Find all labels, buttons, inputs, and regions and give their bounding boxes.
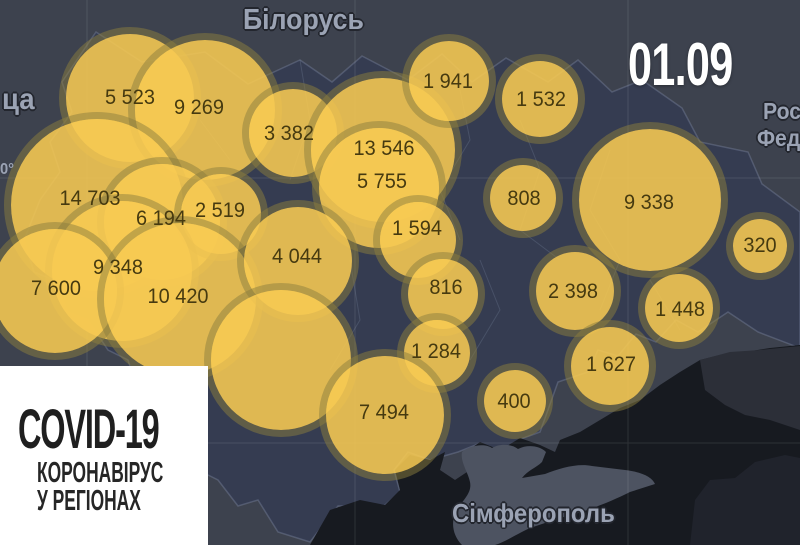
crimea-shape (453, 444, 655, 545)
sea-shape (310, 345, 800, 545)
kuban-coast-shape (700, 346, 800, 430)
date-badge: 01.09 (628, 31, 733, 98)
azov-coast-shape (690, 455, 800, 545)
brand-panel (0, 366, 208, 545)
logo-subtitle-line1: КОРОНАВІРУС (37, 457, 164, 489)
logo-subtitle-line2: У РЕГІОНАХ (37, 485, 141, 517)
logo-title: COVID-19 (18, 397, 160, 460)
